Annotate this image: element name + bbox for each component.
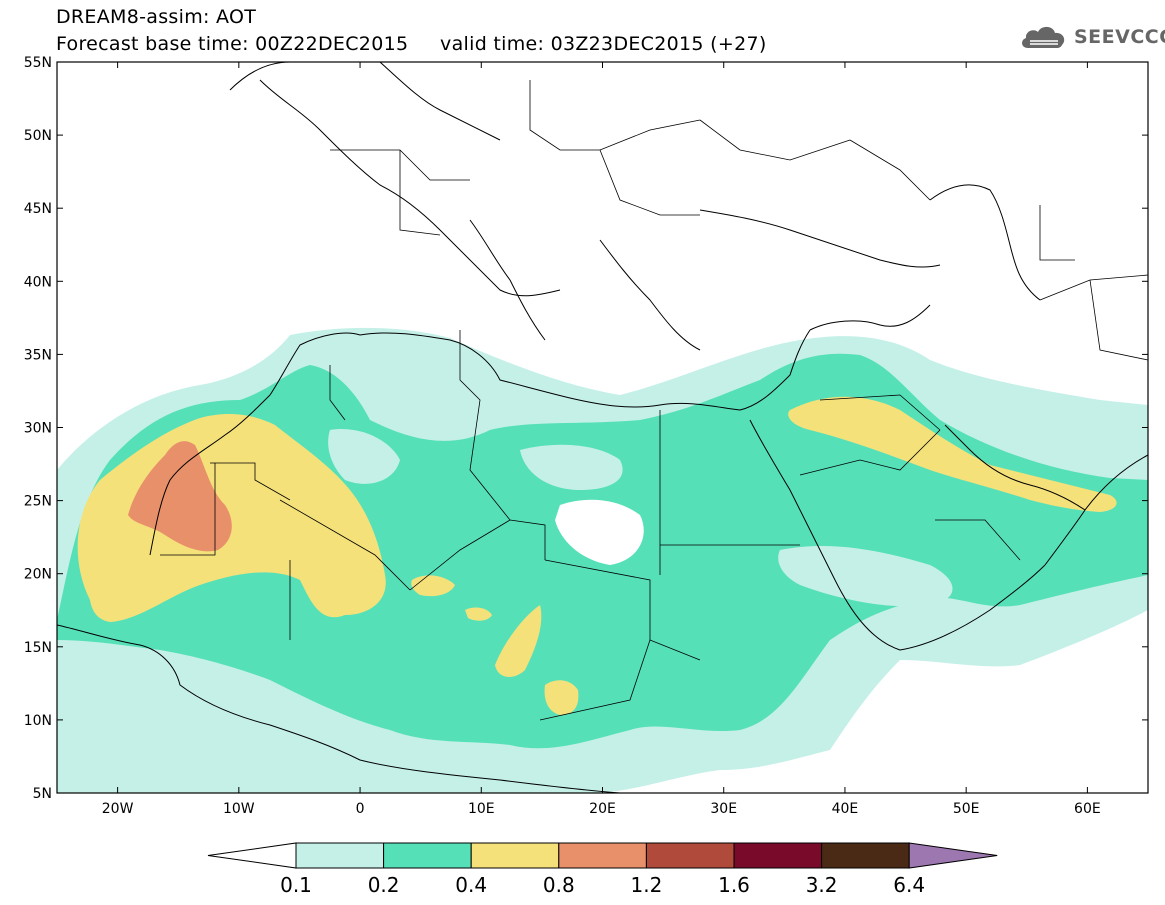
aot-contour-0.4 bbox=[495, 605, 542, 677]
forecast-time-line: Forecast base time: 00Z22DEC2015 valid t… bbox=[56, 33, 767, 55]
lat-tick-label: 50N bbox=[24, 128, 52, 144]
colorbar-label: 1.2 bbox=[630, 873, 662, 897]
aot-contour-0.4 bbox=[788, 396, 1117, 512]
lat-tick-label: 45N bbox=[24, 201, 52, 217]
lon-tick-label: 20E bbox=[589, 801, 616, 817]
lon-tick-label: 30E bbox=[710, 801, 737, 817]
lon-tick-label: 0 bbox=[356, 801, 365, 817]
colorbar-label: 3.2 bbox=[806, 873, 838, 897]
low-aot-patch bbox=[778, 545, 953, 607]
lat-tick-label: 10N bbox=[24, 713, 52, 729]
low-aot-patch bbox=[520, 444, 623, 490]
coastlines bbox=[57, 62, 1148, 793]
colorbar-segment bbox=[733, 842, 823, 869]
aot-contour-0.4 bbox=[544, 680, 579, 715]
latitude-axis: 5N 10N 15N 20N 25N 30N 35N 40N 45N 50N 55N bbox=[24, 55, 1148, 802]
low-aot-patch bbox=[555, 499, 644, 565]
aot-contour-0.4 bbox=[77, 414, 386, 622]
lat-tick-label: 5N bbox=[33, 786, 52, 802]
colorbar-label: 0.2 bbox=[368, 873, 400, 897]
longitude-axis: 20W 10W 0 10E 20E 30E 40E 50E 60E bbox=[102, 62, 1101, 817]
colorbar-segment bbox=[645, 842, 735, 869]
lon-tick-label: 10E bbox=[468, 801, 495, 817]
aot-contour-0.4 bbox=[465, 607, 492, 621]
lon-tick-label: 50E bbox=[953, 801, 980, 817]
colorbar-over-triangle bbox=[908, 842, 998, 869]
colorbar-segment bbox=[295, 842, 385, 869]
lat-tick-label: 55N bbox=[24, 55, 52, 71]
colorbar-label: 0.8 bbox=[543, 873, 575, 897]
colorbar-label: 0.4 bbox=[455, 873, 487, 897]
lon-tick-label: 20W bbox=[102, 801, 134, 817]
lat-tick-label: 40N bbox=[24, 274, 52, 290]
aot-contour-0.8 bbox=[128, 441, 232, 552]
lat-tick-label: 15N bbox=[24, 640, 52, 656]
colorbar-label: 6.4 bbox=[893, 873, 925, 897]
low-aot-patch bbox=[328, 429, 400, 484]
seevccc-logo: SEEVCCC bbox=[1018, 22, 1165, 52]
lat-tick-label: 25N bbox=[24, 494, 52, 510]
lat-tick-label: 35N bbox=[24, 347, 52, 363]
cloud-icon bbox=[1022, 26, 1065, 48]
colorbar-segment bbox=[821, 842, 910, 869]
colorbar-label: 0.1 bbox=[280, 873, 312, 897]
lon-tick-label: 60E bbox=[1074, 801, 1101, 817]
colorbar-segment bbox=[470, 842, 560, 869]
colorbar-segment bbox=[558, 842, 647, 869]
colorbar-under-triangle bbox=[207, 842, 297, 869]
map-title: DREAM8-assim: AOT bbox=[56, 6, 257, 28]
lon-tick-label: 10W bbox=[223, 801, 255, 817]
lat-tick-label: 20N bbox=[24, 567, 52, 583]
lon-tick-label: 40E bbox=[832, 801, 859, 817]
colorbar-label: 1.6 bbox=[718, 873, 750, 897]
country-borders bbox=[160, 80, 1148, 721]
colorbar-segment bbox=[383, 842, 472, 869]
aot-colorbar: 0.1 0.2 0.4 0.8 1.2 1.6 3.2 6.4 bbox=[207, 842, 998, 897]
aot-field bbox=[57, 327, 1148, 793]
logo-text: SEEVCCC bbox=[1074, 26, 1165, 48]
lat-tick-label: 30N bbox=[24, 421, 52, 437]
